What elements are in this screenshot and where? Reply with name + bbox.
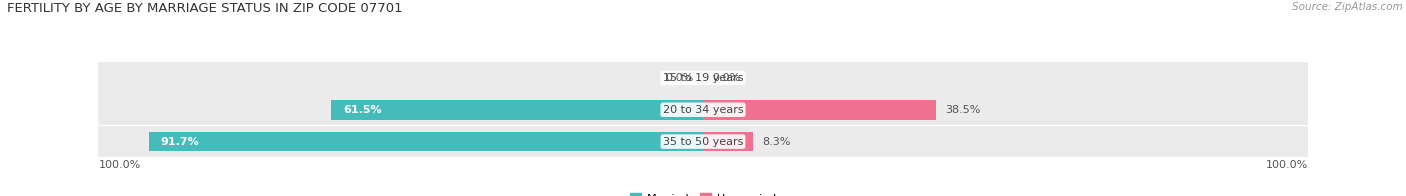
Legend: Married, Unmarried: Married, Unmarried	[626, 189, 780, 196]
Text: 35 to 50 years: 35 to 50 years	[662, 137, 744, 147]
Text: 0.0%: 0.0%	[711, 73, 741, 83]
Text: 91.7%: 91.7%	[160, 137, 200, 147]
Bar	[98, 94, 703, 125]
Text: 8.3%: 8.3%	[762, 137, 790, 147]
Bar	[703, 126, 1308, 157]
Bar	[98, 62, 703, 93]
Bar	[703, 100, 936, 120]
Text: 15 to 19 years: 15 to 19 years	[662, 73, 744, 83]
Bar	[703, 132, 754, 152]
Bar	[98, 126, 703, 157]
Text: FERTILITY BY AGE BY MARRIAGE STATUS IN ZIP CODE 07701: FERTILITY BY AGE BY MARRIAGE STATUS IN Z…	[7, 2, 402, 15]
Bar	[149, 132, 703, 152]
Bar	[703, 62, 1308, 93]
Text: Source: ZipAtlas.com: Source: ZipAtlas.com	[1292, 2, 1403, 12]
Bar	[703, 94, 1308, 125]
Text: 100.0%: 100.0%	[98, 160, 141, 170]
Text: 20 to 34 years: 20 to 34 years	[662, 105, 744, 115]
Text: 100.0%: 100.0%	[1265, 160, 1308, 170]
Bar	[332, 100, 703, 120]
Text: 61.5%: 61.5%	[343, 105, 382, 115]
Text: 0.0%: 0.0%	[665, 73, 695, 83]
Text: 38.5%: 38.5%	[945, 105, 980, 115]
